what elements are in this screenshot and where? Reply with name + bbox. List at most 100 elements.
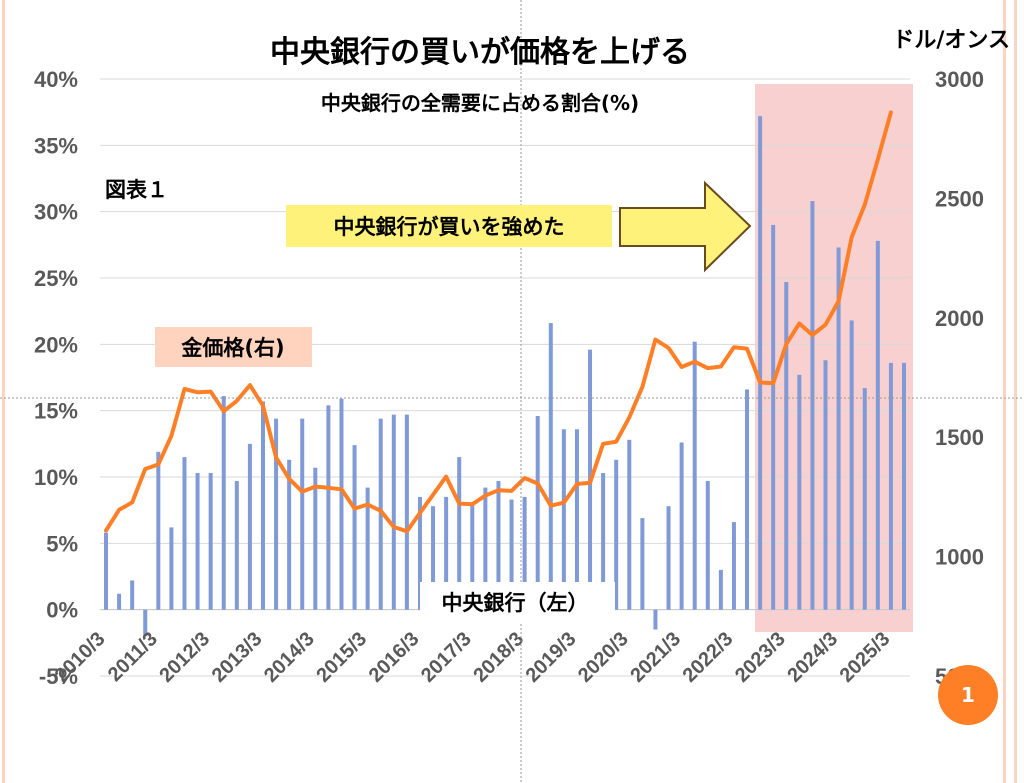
frame-right	[1003, 0, 1006, 783]
x-tick: 2017/3	[417, 628, 476, 687]
x-tick: 2022/3	[679, 628, 738, 687]
gold-price-label: 金価格(右)	[180, 336, 284, 360]
frame-left	[2, 0, 5, 783]
bar-2021Q2	[692, 341, 697, 610]
bar-2013Q3	[287, 459, 292, 610]
bar-2010Q4	[143, 609, 148, 637]
bar-2015Q1	[365, 487, 370, 610]
bar-2013Q1	[260, 401, 265, 610]
page-badge-number: 1	[961, 683, 975, 707]
bar-2013Q4	[300, 418, 305, 610]
bar-2013Q2	[274, 418, 279, 610]
x-tick: 2024/3	[783, 628, 842, 687]
chart-title: 中央銀行の買いが価格を上げる	[270, 35, 690, 70]
bar-2023Q1	[784, 281, 789, 610]
bar-2018Q3	[548, 323, 553, 610]
bar-2011Q2	[169, 527, 174, 610]
bar-2023Q4	[823, 360, 828, 610]
y-left-tick: 5%	[46, 531, 78, 556]
bar-2010Q1	[104, 532, 108, 610]
x-tick: 2016/3	[365, 628, 424, 687]
bar-2016Q2	[431, 506, 436, 610]
x-tick: 2020/3	[574, 628, 633, 687]
figure-label: 図表１	[105, 178, 168, 202]
bar-2012Q2	[221, 396, 226, 610]
bar-2024Q3	[862, 388, 867, 610]
y-left-tick: 40%	[34, 67, 78, 92]
gold-price-label-box	[155, 327, 312, 367]
x-tick: 2014/3	[260, 628, 319, 687]
bar-2014Q3	[339, 398, 344, 610]
bar-2022Q3	[758, 116, 763, 610]
bar-2019Q3	[601, 473, 606, 610]
bar-2023Q2	[797, 374, 802, 610]
bar-2017Q1	[470, 502, 475, 610]
bar-2017Q2	[483, 487, 488, 610]
y-right-tick: 1000	[935, 545, 984, 570]
bar-2011Q3	[182, 457, 187, 610]
bar-2018Q1	[522, 496, 527, 610]
bar-2022Q2	[745, 389, 750, 610]
bar-2011Q4	[195, 473, 200, 610]
chart-subtitle: 中央銀行の全需要に占める割合(%)	[321, 91, 639, 115]
x-tick: 2013/3	[208, 628, 267, 687]
y-left-tick: 10%	[34, 465, 78, 490]
bar-2016Q4	[457, 457, 462, 610]
bar-2014Q4	[352, 445, 357, 610]
y-right-tick: 3000	[935, 67, 984, 92]
bar-2014Q2	[326, 405, 331, 610]
bar-2010Q2	[117, 593, 122, 610]
x-tick: 2023/3	[731, 628, 790, 687]
bar-2019Q4	[614, 459, 619, 610]
callout-arrow	[619, 180, 752, 273]
bar-2018Q2	[535, 415, 540, 610]
bar-2022Q1	[731, 522, 736, 610]
bar-2017Q3	[496, 480, 501, 610]
x-tick: 2018/3	[469, 628, 528, 687]
bar-2015Q2	[378, 418, 383, 610]
bar-2012Q1	[208, 473, 213, 610]
y-left-tick: 15%	[34, 399, 78, 424]
central-bank-label-box	[420, 582, 615, 622]
x-tick: 2015/3	[312, 628, 371, 687]
bar-2020Q3	[653, 609, 658, 630]
bar-2018Q4	[561, 429, 566, 610]
bar-2021Q1	[679, 442, 684, 610]
y-left-tick: 25%	[34, 266, 78, 291]
bar-2012Q4	[247, 443, 252, 610]
y-right-tick: 2500	[935, 186, 984, 211]
bar-2020Q1	[627, 439, 632, 610]
bar-2023Q3	[810, 201, 815, 610]
x-tick: 2010/3	[51, 628, 110, 687]
bar-2016Q3	[444, 496, 449, 610]
x-tick: 2019/3	[522, 628, 581, 687]
callout-box	[286, 205, 612, 247]
y-left-tick: -5%	[39, 664, 78, 689]
bar-2010Q3	[130, 580, 135, 610]
y-left-tick: 0%	[46, 598, 78, 623]
bar-2019Q1	[574, 429, 579, 610]
bar-2012Q3	[234, 480, 239, 610]
frame-right-outer	[1014, 0, 1017, 783]
y-left-tick: 20%	[34, 332, 78, 357]
bar-2025Q1	[888, 362, 893, 610]
y-right-tick: 1500	[935, 425, 984, 450]
bar-2016Q1	[417, 496, 422, 610]
y-left-tick: 30%	[34, 200, 78, 225]
bar-2014Q1	[313, 467, 318, 610]
callout-text: 中央銀行が買いを強めた	[334, 215, 565, 239]
page-badge	[938, 665, 998, 725]
right-axis-unit: ドル/オンス	[892, 28, 1010, 53]
x-tick: 2011/3	[104, 628, 162, 686]
bar-2021Q3	[705, 480, 710, 610]
bar-2024Q2	[849, 320, 854, 610]
y-left-tick: 35%	[34, 133, 78, 158]
bar-2025Q2	[902, 362, 906, 610]
central-bank-label: 中央銀行（左）	[442, 591, 589, 615]
bar-2024Q1	[836, 247, 841, 610]
bar-2020Q2	[640, 518, 645, 610]
x-tick: 2012/3	[155, 628, 214, 687]
bar-2021Q4	[718, 569, 723, 610]
x-tick: 2021/3	[626, 628, 685, 687]
